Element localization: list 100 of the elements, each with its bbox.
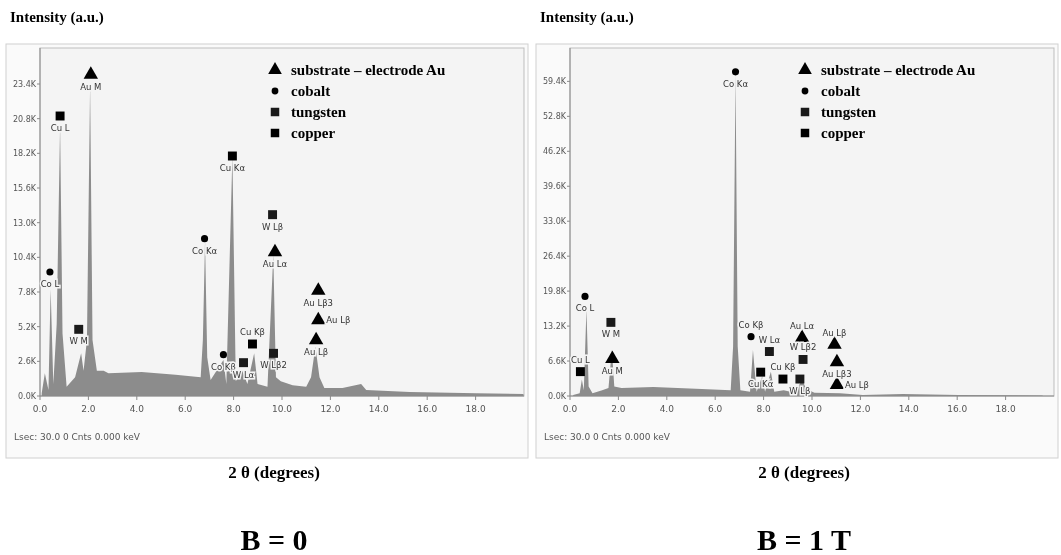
y-tick-label: 5.2K xyxy=(18,322,37,332)
y-tick-label: 13.0K xyxy=(12,218,37,228)
legend-label: substrate – electrode Au xyxy=(291,62,446,78)
legend-label: tungsten xyxy=(291,104,347,120)
point xyxy=(764,347,774,356)
x-tick-label: 18.0 xyxy=(465,404,486,414)
y-tick-label: 19.8K xyxy=(542,287,567,297)
x-tick-label: 18.0 xyxy=(995,404,1016,414)
annotation: Cu Kβ xyxy=(770,362,796,373)
annotation: W M xyxy=(69,336,88,347)
x-tick-label: 8.0 xyxy=(756,404,772,414)
x-tick-label: 14.0 xyxy=(368,404,390,414)
annotation: Co Kα xyxy=(192,245,218,256)
x-tick-label: 16.0 xyxy=(417,404,438,414)
x-axis-title: 2 θ (degrees) xyxy=(228,463,320,482)
annotation: W Lβ xyxy=(261,221,284,232)
x-tick-label: 10.0 xyxy=(801,404,823,414)
annotation: Au Lβ3 xyxy=(303,297,334,308)
annotation: Cu L xyxy=(50,123,70,133)
point xyxy=(267,243,283,257)
annotation: W Lα xyxy=(758,334,781,345)
y-tick-label: 7.8K xyxy=(18,288,37,297)
point xyxy=(219,351,227,359)
point xyxy=(605,350,620,364)
y-tick-label: 26.4K xyxy=(542,252,567,262)
annotation: W M xyxy=(601,329,621,340)
point xyxy=(778,374,788,384)
x-tick-label: 6.0 xyxy=(708,404,723,414)
legend-label: cobalt xyxy=(821,83,861,99)
x-tick-label: 0.0 xyxy=(32,404,48,414)
y-tick-label: 33.0K xyxy=(542,217,567,227)
x-tick-label: 4.0 xyxy=(659,404,675,414)
annotation: W Lβ xyxy=(789,386,811,397)
annotation: Au Lα xyxy=(789,320,815,331)
annotation: Cu Kα xyxy=(219,163,246,173)
point xyxy=(74,324,84,334)
text: Lsec: 30.0 0 Cnts 0.000 keV xyxy=(544,432,671,442)
point xyxy=(606,317,616,327)
point xyxy=(575,367,585,377)
annotation: Au Lα xyxy=(262,259,288,269)
annotation: Au Lβ xyxy=(326,315,351,325)
point xyxy=(239,358,248,368)
annotation: Au Lβ xyxy=(844,379,869,390)
y-tick-label: 15.6K xyxy=(12,184,37,193)
annotation: W Lβ2 xyxy=(260,360,287,371)
y-tick-label: 46.2K xyxy=(542,147,567,157)
legend-label: copper xyxy=(821,125,866,141)
y-tick-label: 59.4K xyxy=(542,77,567,87)
annotation: Au Lβ xyxy=(822,327,847,338)
legend-label: cobalt xyxy=(291,83,331,99)
point xyxy=(55,111,65,121)
y-tick-label: 2.6K xyxy=(18,357,37,367)
annotation: Co L xyxy=(575,303,595,314)
text: B = 0 xyxy=(240,523,308,555)
annotation: Au M xyxy=(601,365,623,376)
point xyxy=(46,268,54,276)
x-tick-label: 6.0 xyxy=(178,404,193,414)
legend-label: copper xyxy=(291,125,336,141)
annotation: Au Lβ3 xyxy=(822,369,852,380)
x-tick-label: 14.0 xyxy=(898,404,920,414)
y-tick-label: 10.4K xyxy=(12,253,37,263)
x-tick-label: 2.0 xyxy=(81,404,96,414)
y-tick-label: 6.6K xyxy=(548,357,567,367)
y-tick-label: 13.2K xyxy=(542,322,567,332)
x-axis-title: 2 θ (degrees) xyxy=(758,463,850,482)
annotation: Au M xyxy=(80,81,102,92)
point xyxy=(311,282,326,295)
y-tick-label: 0.0K xyxy=(18,392,37,401)
annotation: Au Lβ xyxy=(304,347,329,357)
point xyxy=(200,235,209,243)
y-tick-label: 0.0K xyxy=(548,392,567,401)
x-tick-label: 16.0 xyxy=(947,404,968,414)
point xyxy=(798,354,808,364)
point xyxy=(795,374,805,384)
point xyxy=(747,333,755,341)
point xyxy=(269,348,278,358)
x-tick-label: 12.0 xyxy=(850,404,871,414)
annotation: Co L xyxy=(40,279,60,289)
y-tick-label: 18.2K xyxy=(12,149,37,159)
y-tick-label: 39.6K xyxy=(542,182,567,192)
point xyxy=(581,292,589,300)
point xyxy=(827,336,842,349)
text: Lsec: 30.0 0 Cnts 0.000 keV xyxy=(14,432,141,442)
y-tick-label: 20.8K xyxy=(12,114,37,124)
y-axis-title: Intensity (a.u.) xyxy=(10,9,104,26)
y-axis-title: Intensity (a.u.) xyxy=(540,9,634,26)
point xyxy=(731,68,740,76)
legend-label: substrate – electrode Au xyxy=(821,62,976,78)
point xyxy=(756,367,766,377)
x-tick-label: 2.0 xyxy=(611,404,626,414)
point xyxy=(311,311,326,325)
text: B = 1 T xyxy=(756,523,852,555)
annotation: Cu L xyxy=(571,354,591,365)
y-tick-label: 52.8K xyxy=(542,112,567,122)
point xyxy=(308,331,324,345)
annotation: W Lβ2 xyxy=(789,342,817,353)
x-tick-label: 10.0 xyxy=(271,404,293,414)
x-tick-label: 0.0 xyxy=(562,404,578,414)
point xyxy=(829,353,845,367)
point xyxy=(227,151,237,161)
